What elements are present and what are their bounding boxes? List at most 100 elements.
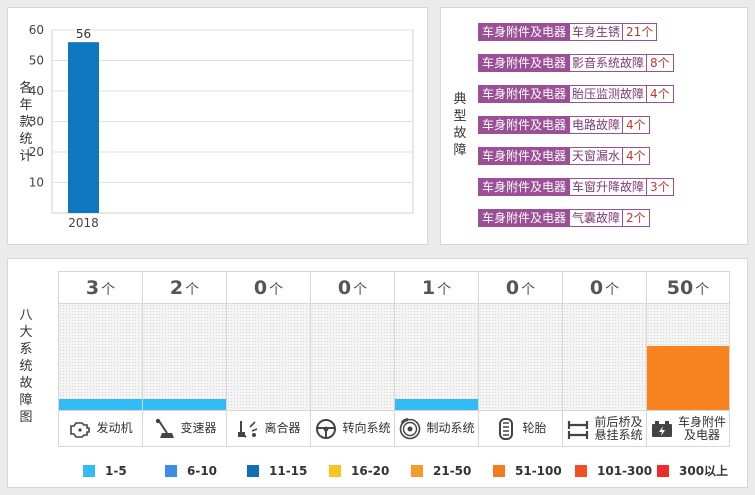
title-char: 典 xyxy=(453,92,467,107)
system-bar-area xyxy=(310,304,394,410)
system-column[interactable]: 50 个车身附件 及电器 xyxy=(646,271,730,447)
title-char: 各 xyxy=(19,81,33,96)
y-tick-label: 20 xyxy=(29,145,44,159)
system-name: 制动系统 xyxy=(426,421,475,435)
system-count-value: 0 xyxy=(337,277,352,299)
legend-swatch xyxy=(165,464,177,477)
system-count-value: 50 xyxy=(666,277,694,299)
y-tick-label: 30 xyxy=(29,115,44,129)
system-name: 转向系统 xyxy=(342,421,391,435)
system-name-line: 及电器 xyxy=(683,427,720,442)
system-column[interactable]: 3 个发动机 xyxy=(58,271,142,447)
system-label: 前后桥及 悬挂系统 xyxy=(562,410,646,447)
year-bar-chart: 10 20 30 40 50 60 56 2018 xyxy=(29,23,414,230)
legend-swatch xyxy=(493,464,505,477)
fault-name: 气囊故障 xyxy=(570,209,624,227)
legend-swatch xyxy=(411,464,423,477)
system-name: 变速器 xyxy=(180,421,217,435)
title-char: 系 xyxy=(19,342,33,357)
system-count-unit: 个 xyxy=(695,282,710,298)
legend-label: 101-300 xyxy=(597,463,653,478)
fault-item[interactable]: 车身附件及电器 车身生锈 21个 xyxy=(478,23,658,41)
system-level-bar xyxy=(395,399,478,410)
system-label: 转向系统 xyxy=(310,410,394,447)
fault-item[interactable]: 车身附件及电器 车窗升降故障 3个 xyxy=(478,178,674,196)
bar-data-label: 56 xyxy=(76,27,91,41)
year-stats-panel: 各年款统计 10 20 30 40 50 60 56 2018 xyxy=(7,7,428,245)
system-name: 离合器 xyxy=(264,421,301,435)
fault-category-tag: 车身附件及电器 xyxy=(478,178,571,196)
fault-name: 天窗漏水 xyxy=(570,147,624,165)
legend-label: 300以上 xyxy=(679,464,729,478)
legend-item: 21-50 xyxy=(411,462,493,479)
car-battery-icon xyxy=(651,420,672,437)
y-tick-label: 60 xyxy=(29,23,44,37)
title-char: 型 xyxy=(453,109,467,124)
legend-swatch xyxy=(83,464,95,477)
legend-item: 300以上 xyxy=(657,462,739,479)
system-bar-area xyxy=(142,304,226,410)
legend-label: 1-5 xyxy=(105,463,127,478)
fault-category-tag: 车身附件及电器 xyxy=(478,147,571,165)
system-count-value: 1 xyxy=(421,277,436,299)
system-count-value: 2 xyxy=(169,277,184,299)
system-count-unit: 个 xyxy=(605,282,620,298)
system-count-unit: 个 xyxy=(521,282,536,298)
system-name: 前后桥及 悬挂系统 xyxy=(594,414,643,442)
system-label: 变速器 xyxy=(142,410,226,447)
fault-item[interactable]: 车身附件及电器 电路故障 4个 xyxy=(478,116,650,134)
system-count-unit: 个 xyxy=(437,282,452,298)
y-tick-label: 10 xyxy=(29,176,44,190)
system-name-line: 车身附件 xyxy=(677,414,726,429)
legend-item: 51-100 xyxy=(493,462,575,479)
fault-category-tag: 车身附件及电器 xyxy=(478,54,571,72)
fault-count: 8个 xyxy=(647,54,674,72)
steering-wheel-icon xyxy=(316,418,337,439)
title-char: 款 xyxy=(19,115,33,130)
legend-item: 6-10 xyxy=(165,462,247,479)
system-name: 轮胎 xyxy=(522,421,547,435)
system-column[interactable]: 0 个前后桥及 悬挂系统 xyxy=(562,271,646,447)
system-column[interactable]: 2 个变速器 xyxy=(142,271,226,447)
title-char: 图 xyxy=(19,410,33,425)
system-column[interactable]: 0 个轮胎 xyxy=(478,271,562,447)
legend-item: 11-15 xyxy=(247,462,329,479)
legend-item: 16-20 xyxy=(329,462,411,479)
system-column[interactable]: 0 个离合器 xyxy=(226,271,310,447)
year-stats-title: 各年款统计 xyxy=(18,80,34,165)
system-count-unit: 个 xyxy=(101,282,116,298)
fault-name: 车身生锈 xyxy=(570,23,624,41)
system-label: 轮胎 xyxy=(478,410,562,447)
system-faults-title: 八大系统故障图 xyxy=(18,307,34,426)
system-bar-area xyxy=(58,304,142,410)
axle-icon xyxy=(568,420,589,439)
fault-name: 车窗升降故障 xyxy=(570,178,648,196)
title-char: 大 xyxy=(19,325,33,340)
y-tick-label: 40 xyxy=(29,84,44,98)
system-name: 车身附件 及电器 xyxy=(677,414,726,442)
fault-category-tag: 车身附件及电器 xyxy=(478,23,571,41)
system-count: 50 个 xyxy=(646,271,730,304)
title-char: 故 xyxy=(19,376,33,391)
system-count-value: 0 xyxy=(589,277,604,299)
system-bar-area xyxy=(646,304,730,410)
tire-icon xyxy=(499,417,514,440)
fault-item[interactable]: 车身附件及电器 胎压监测故障 4个 xyxy=(478,85,674,103)
fault-item[interactable]: 车身附件及电器 气囊故障 2个 xyxy=(478,209,650,227)
clutch-icon xyxy=(238,420,258,438)
system-column[interactable]: 0 个转向系统 xyxy=(310,271,394,447)
system-faults-panel: 八大系统故障图 3 个发动机 2 个变速器 0 个离合器 0 个转向系统 1 个制动系统 0 个轮胎 0… xyxy=(7,258,748,488)
fault-name: 胎压监测故障 xyxy=(570,85,648,103)
fault-item[interactable]: 车身附件及电器 影音系统故障 8个 xyxy=(478,54,674,72)
system-name-line: 前后桥及 xyxy=(594,414,643,429)
fault-item[interactable]: 车身附件及电器 天窗漏水 4个 xyxy=(478,147,650,165)
system-column[interactable]: 1 个制动系统 xyxy=(394,271,478,447)
system-count-unit: 个 xyxy=(353,282,368,298)
x-tick-label: 2018 xyxy=(68,216,99,230)
system-label: 车身附件 及电器 xyxy=(646,410,730,447)
title-char: 统 xyxy=(19,359,33,374)
